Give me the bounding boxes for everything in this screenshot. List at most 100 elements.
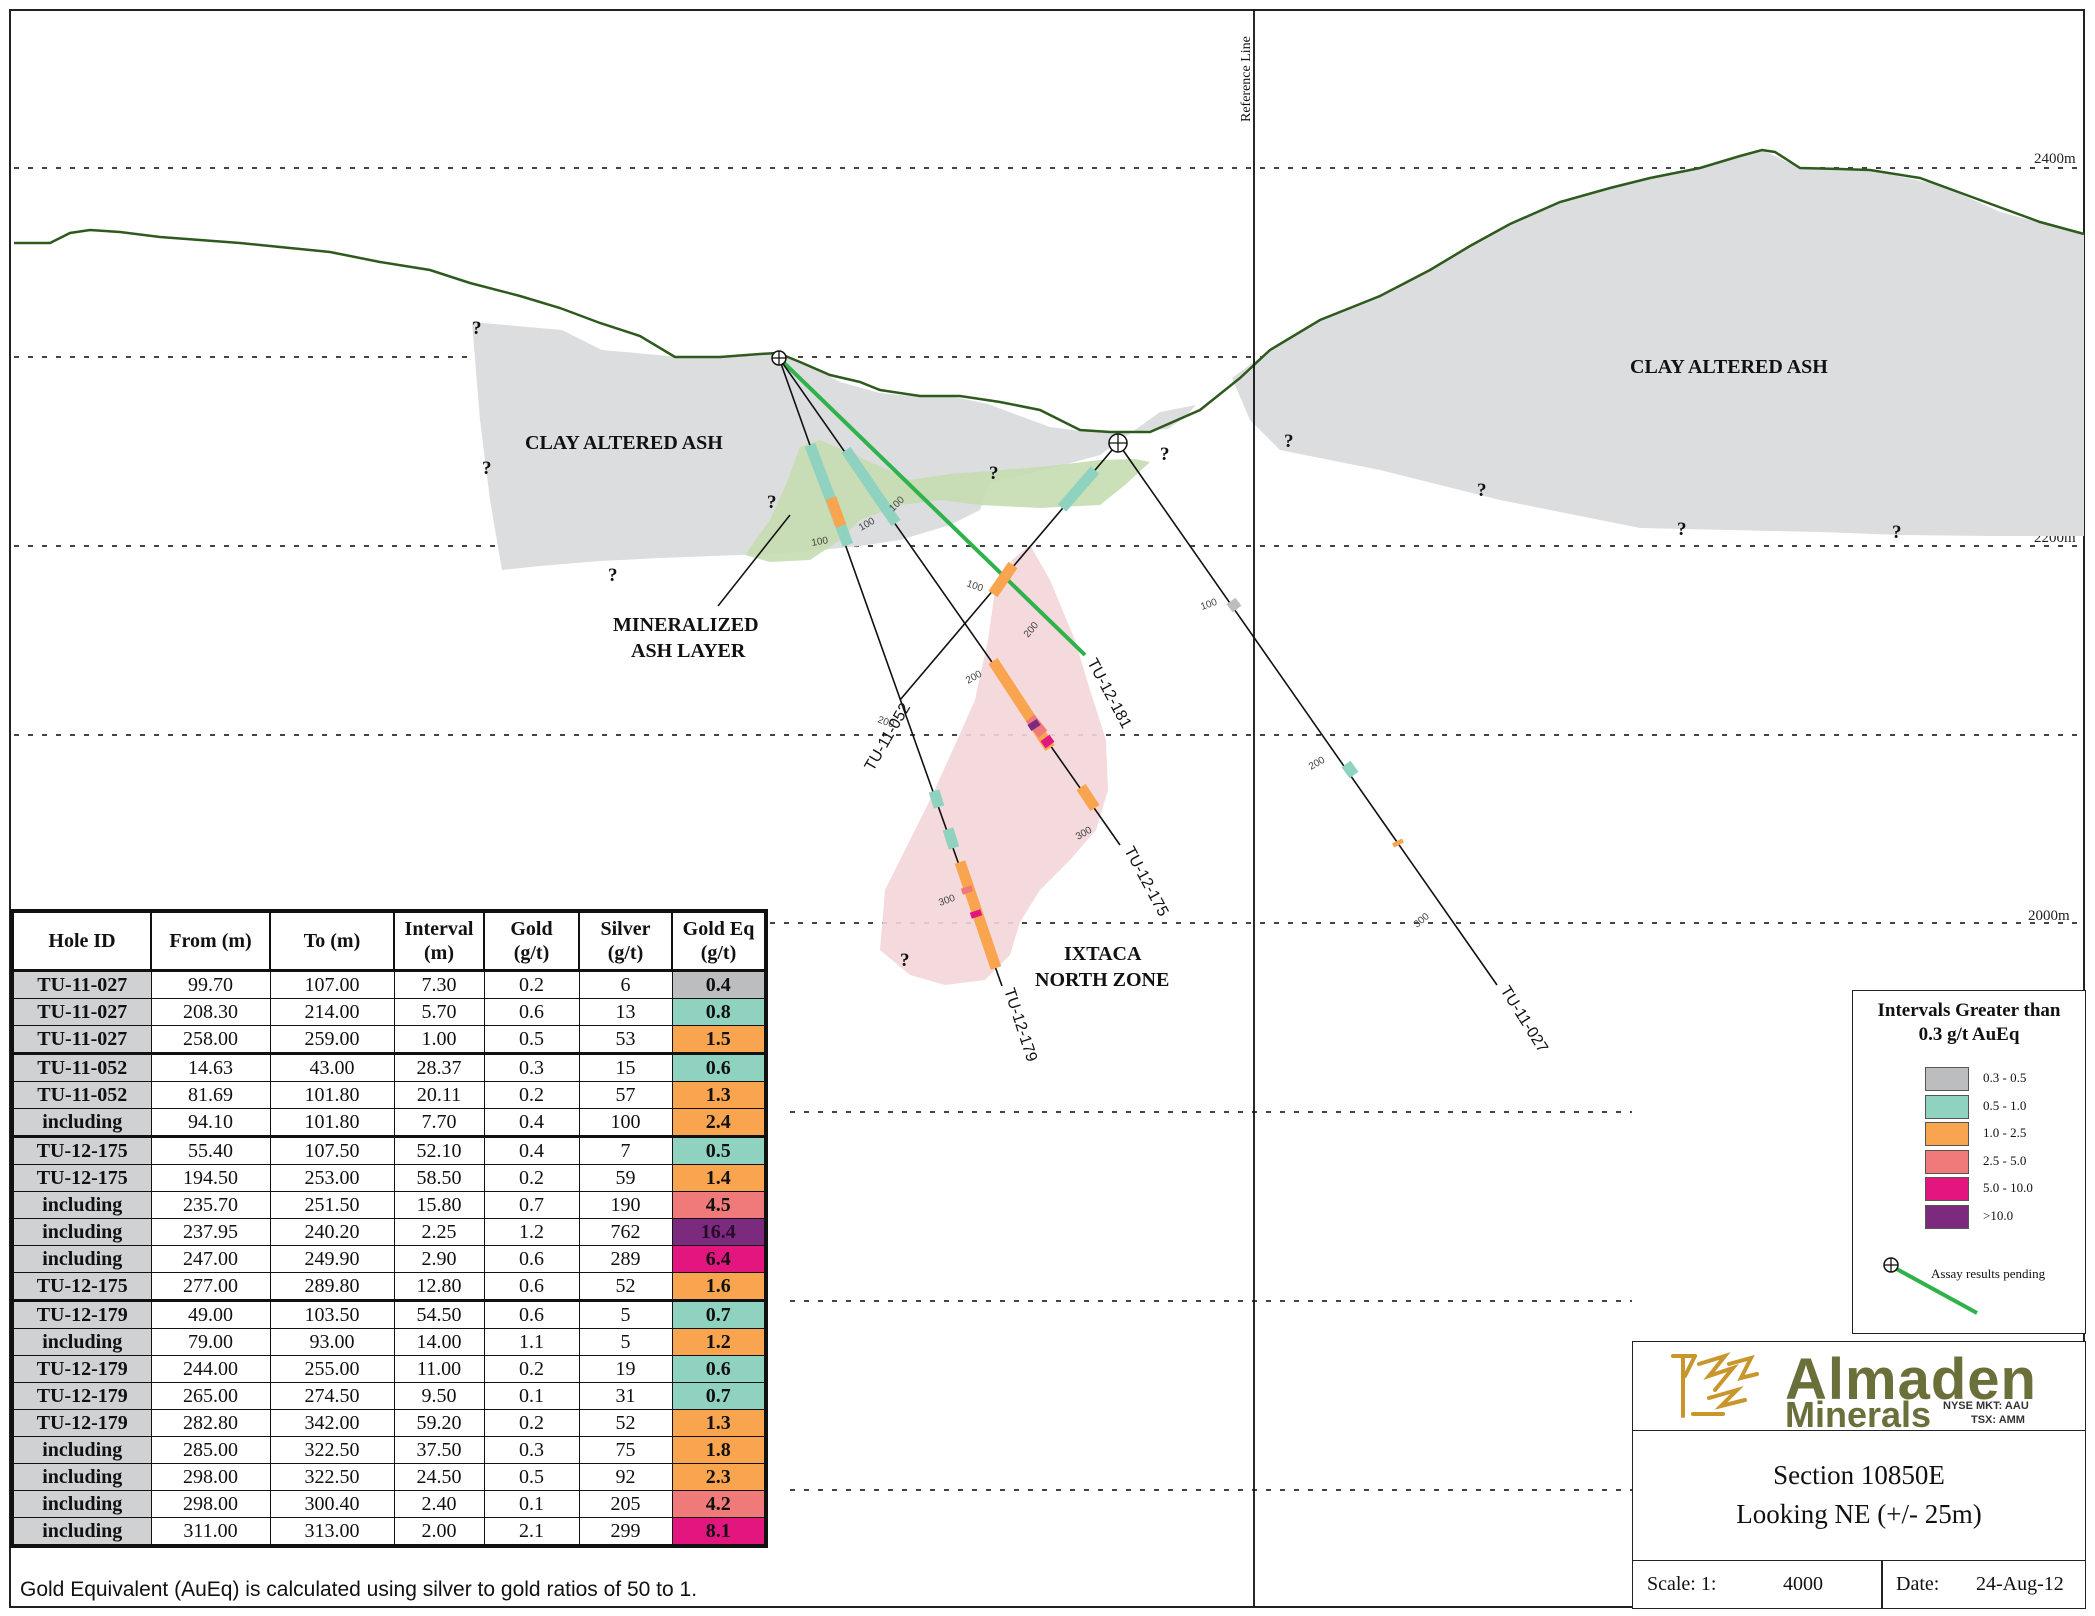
cell-gold-eq: 1.3: [671, 1081, 767, 1109]
topography-profile: [14, 148, 2085, 434]
header-silver-line2: (g/t): [607, 942, 644, 964]
interval-segment: [969, 909, 983, 919]
drill-hole-tu-12-175: [778, 357, 1121, 846]
cell-gold: 0.2: [483, 1409, 580, 1437]
title-block-footer: Scale: 1: 4000 Date: 24-Aug-12: [1633, 1560, 2085, 1609]
cell-interval: 14.00: [393, 1328, 485, 1356]
label-clay-altered-ash-right: CLAY ALTERED ASH: [1630, 356, 1828, 378]
uncertain-boundary-marks: ? ? ? ? ? ? ? ? ? ? ?: [472, 318, 1902, 971]
table-row: TU-12-179 265.00 274.50 9.50 0.1 31 0.7: [11, 1382, 767, 1410]
ixtaca-north-zone: [880, 545, 1108, 985]
question-mark: ?: [1160, 444, 1170, 465]
cell-gold: 0.3: [483, 1436, 580, 1464]
reference-line-label: Reference Line: [1239, 36, 1254, 122]
cell-to: 313.00: [269, 1517, 395, 1547]
interval-segment: [1040, 734, 1055, 749]
cell-hole-id: including: [11, 1490, 152, 1518]
legend-pending-label: Assay results pending: [1931, 1266, 2046, 1281]
cell-hole-id: TU-12-179: [11, 1299, 152, 1329]
title-block-divider: [1881, 1561, 1883, 1609]
cell-gold-eq: 2.3: [671, 1463, 767, 1491]
cell-silver: 6: [578, 969, 673, 999]
cell-gold: 0.6: [483, 1299, 580, 1329]
cell-interval: 15.80: [393, 1191, 485, 1219]
scale-label: Scale: 1:: [1647, 1573, 1717, 1595]
cell-silver: 762: [578, 1218, 673, 1246]
collar-icon: [1883, 1257, 1899, 1273]
cell-interval: 2.25: [393, 1218, 485, 1246]
assay-table-body: TU-11-027 99.70 107.00 7.30 0.2 6 0.4 TU-11-027…: [11, 969, 767, 1547]
legend-swatch: [1925, 1204, 1969, 1229]
hole-label-tu-12-175: TU-12-175: [1120, 844, 1171, 920]
table-row: including 298.00 300.40 2.40 0.1 205 4.2: [11, 1490, 767, 1518]
cell-gold-eq: 2.4: [671, 1108, 767, 1137]
header-silver: Silver (g/t): [578, 910, 673, 972]
table-row: including 247.00 249.90 2.90 0.6 289 6.4: [11, 1245, 767, 1273]
cell-to: 101.80: [269, 1081, 395, 1109]
cell-to: 93.00: [269, 1328, 395, 1356]
cell-interval: 59.20: [393, 1409, 485, 1437]
table-row: including 298.00 322.50 24.50 0.5 92 2.3: [11, 1463, 767, 1491]
legend-swatch: [1925, 1094, 1969, 1119]
table-row: TU-12-175 277.00 289.80 12.80 0.6 52 1.6: [11, 1272, 767, 1301]
cell-gold-eq: 1.3: [671, 1409, 767, 1437]
collar-icon: [1108, 433, 1128, 453]
cell-silver: 5: [578, 1299, 673, 1329]
cell-hole-id: TU-11-052: [11, 1052, 152, 1082]
cell-to: 300.40: [269, 1490, 395, 1518]
cell-interval: 2.40: [393, 1490, 485, 1518]
header-interval-line2: (m): [424, 942, 454, 964]
cell-gold: 0.2: [483, 1081, 580, 1109]
cell-gold-eq: 1.6: [671, 1272, 767, 1301]
cell-hole-id: TU-11-052: [11, 1081, 152, 1109]
legend-label: 1.0 - 2.5: [1983, 1125, 2027, 1140]
question-mark: ?: [1892, 522, 1902, 543]
cell-gold-eq: 1.2: [671, 1328, 767, 1356]
header-interval-line1: Interval: [404, 918, 474, 940]
cell-gold: 0.2: [483, 1355, 580, 1383]
cell-gold: 0.4: [483, 1135, 580, 1165]
aueq-footnote: Gold Equivalent (AuEq) is calculated usi…: [20, 1578, 698, 1601]
header-to: To (m): [269, 910, 395, 972]
cell-silver: 57: [578, 1081, 673, 1109]
table-row: including 237.95 240.20 2.25 1.2 762 16.4: [11, 1218, 767, 1246]
cell-to: 101.80: [269, 1108, 395, 1137]
question-mark: ?: [472, 318, 482, 339]
question-mark: ?: [608, 565, 618, 586]
header-gold: Gold (g/t): [483, 910, 580, 972]
cell-interval: 28.37: [393, 1052, 485, 1082]
cell-gold-eq: 6.4: [671, 1245, 767, 1273]
cell-gold-eq: 8.1: [671, 1517, 767, 1547]
elevation-label-2400: 2400m: [2034, 151, 2076, 167]
hole-label-tu-11-027: TU-11-027: [1497, 983, 1551, 1056]
cell-silver: 15: [578, 1052, 673, 1082]
cell-from: 194.50: [150, 1164, 271, 1192]
legend-label: 2.5 - 5.0: [1983, 1152, 2027, 1168]
header-gold-eq: Gold Eq (g/t): [671, 910, 767, 972]
cell-gold: 0.6: [483, 1272, 580, 1301]
table-row: TU-12-179 244.00 255.00 11.00 0.2 19 0.6: [11, 1355, 767, 1383]
cell-interval: 12.80: [393, 1272, 485, 1301]
interval-segment: [1027, 718, 1041, 732]
cell-interval: 11.00: [393, 1355, 485, 1383]
cell-to: 214.00: [269, 998, 395, 1026]
header-silver-line1: Silver: [600, 918, 651, 940]
cell-silver: 5: [578, 1328, 673, 1356]
cell-gold-eq: 1.4: [671, 1164, 767, 1192]
cell-from: 94.10: [150, 1108, 271, 1137]
cell-to: 255.00: [269, 1355, 395, 1383]
logo-exchange-tsx: TSX: AMM: [1971, 1414, 2025, 1426]
table-row: including 79.00 93.00 14.00 1.1 5 1.2: [11, 1328, 767, 1356]
question-mark: ?: [767, 492, 777, 513]
cell-hole-id: TU-12-175: [11, 1164, 152, 1192]
cell-gold: 0.5: [483, 1025, 580, 1054]
depth-marker: 100: [965, 578, 985, 594]
cell-interval: 2.00: [393, 1517, 485, 1547]
cell-silver: 289: [578, 1245, 673, 1273]
cell-hole-id: including: [11, 1517, 152, 1547]
cell-to: 43.00: [269, 1052, 395, 1082]
cell-from: 282.80: [150, 1409, 271, 1437]
cell-hole-id: TU-11-027: [11, 969, 152, 999]
cell-to: 249.90: [269, 1245, 395, 1273]
interval-segment: [960, 885, 974, 895]
